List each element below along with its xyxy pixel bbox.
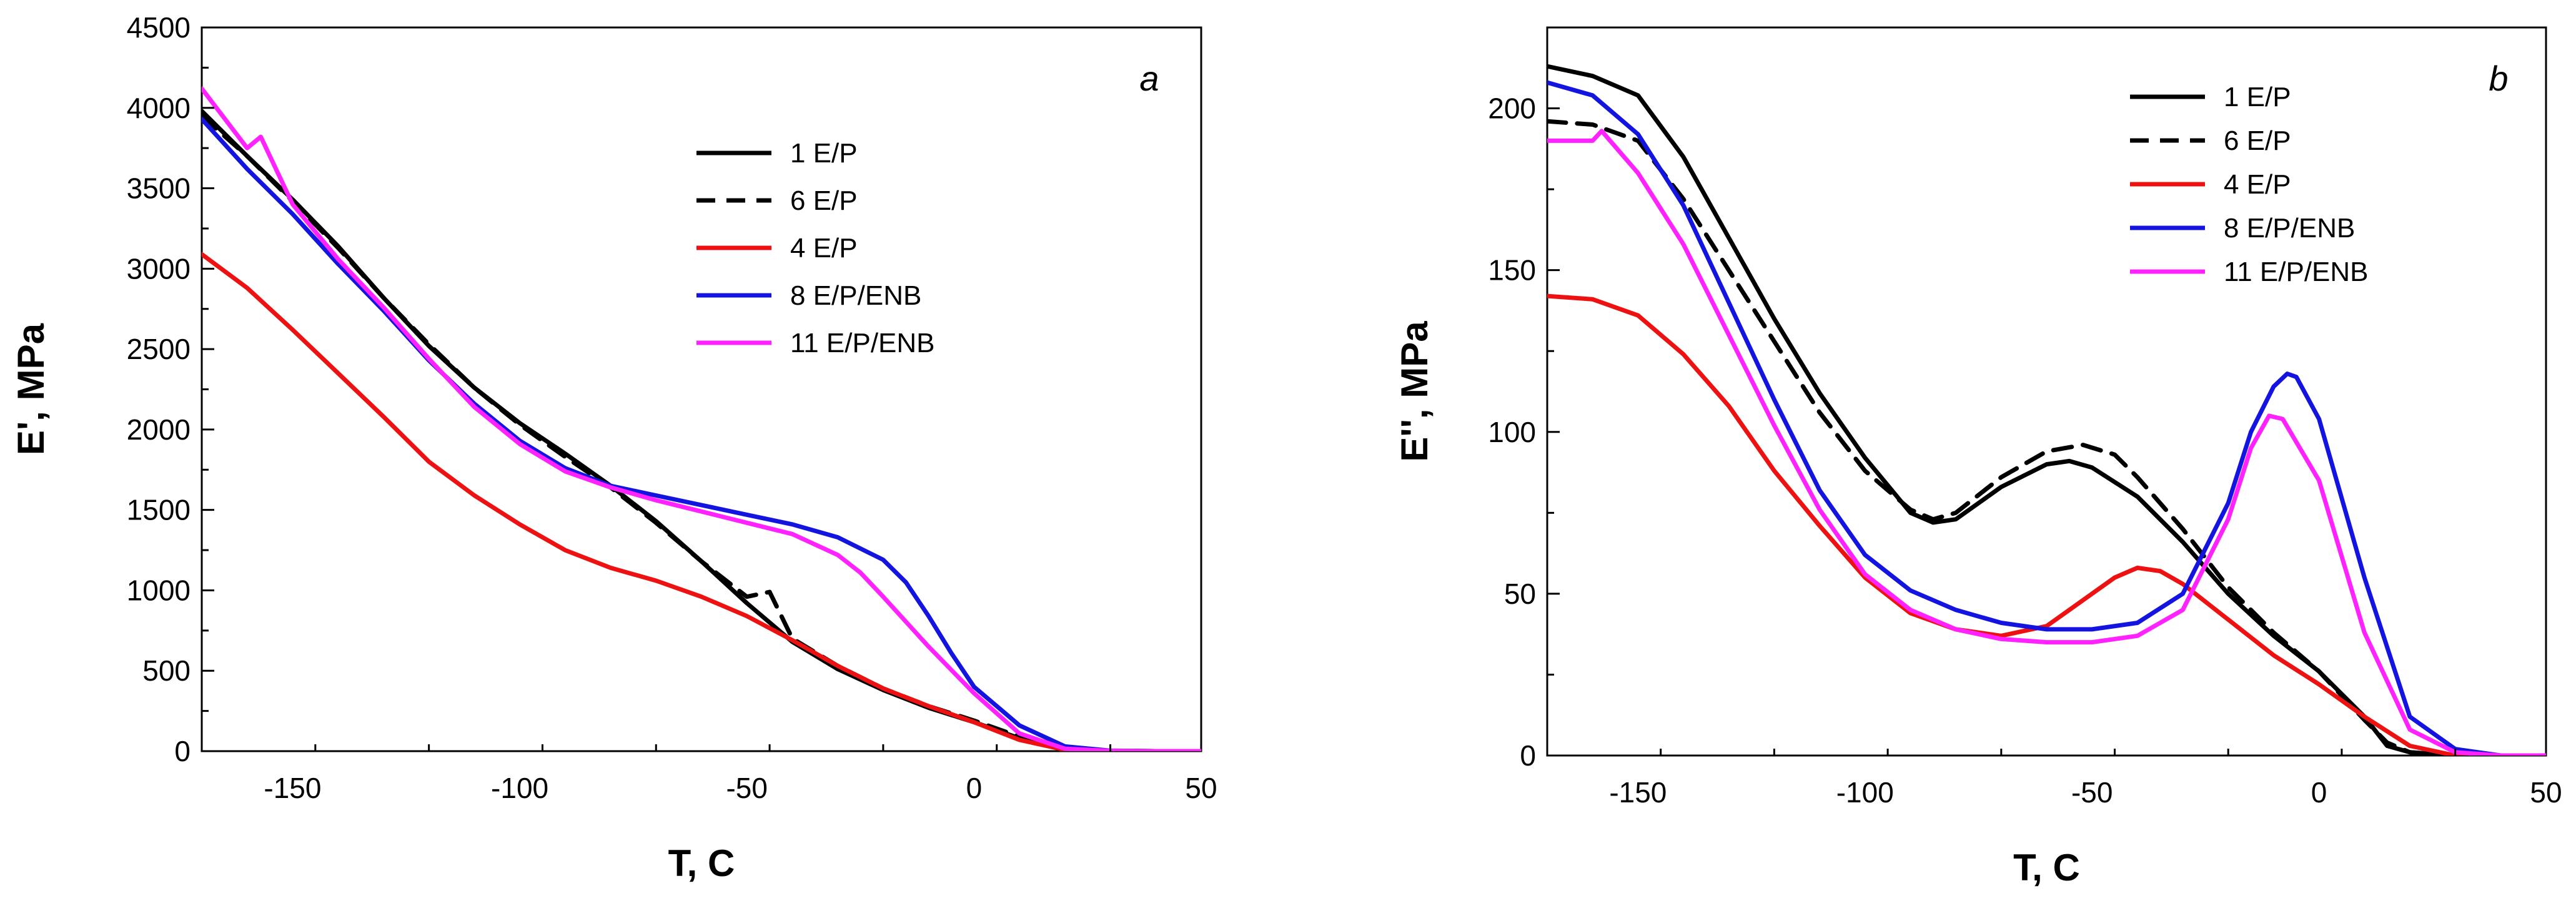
- panel-a-legend-label: 1 E/P: [790, 138, 858, 169]
- panel-a-x-tick-label: -100: [491, 772, 548, 804]
- panel-a-x-tick-label: -50: [726, 772, 767, 804]
- panel-b-y-axis-title: E'', MPa: [1394, 321, 1435, 462]
- panel-b-x-tick-label: 0: [2311, 776, 2327, 809]
- panel-a-x-tick-label: 50: [1185, 772, 1217, 804]
- panel-a-y-tick-label: 3000: [127, 252, 191, 285]
- panel-b-letter: b: [2489, 59, 2508, 98]
- panel-a-y-tick-label: 1500: [127, 494, 191, 526]
- panel-a-series-1-line: [202, 109, 1201, 751]
- panel-a-series-5-line: [202, 86, 1201, 751]
- panel-b-x-tick-label: -100: [1836, 776, 1894, 809]
- panel-a-legend-label: 4 E/P: [790, 233, 858, 263]
- panel-b-legend-label: 4 E/P: [2224, 169, 2291, 200]
- panel-b-y-tick-label: 0: [1520, 739, 1536, 772]
- panel-b-series-2-line: [1547, 119, 2546, 756]
- panel-a-series-4-line: [202, 117, 1201, 751]
- panel-b-frame: [1546, 26, 2547, 757]
- panel-b-x-axis-title: T, C: [2013, 847, 2080, 889]
- panel-a-series-2-line: [202, 114, 1201, 751]
- panel-b-series-1-line: [1547, 64, 2546, 756]
- panel-a-y-tick-label: 2000: [127, 413, 191, 446]
- panel-a-y-tick-label: 2500: [127, 333, 191, 365]
- panel-b-y-tick-label: 200: [1488, 92, 1536, 125]
- panel-a-y-tick-label: 4500: [127, 11, 191, 44]
- panel-b-legend-label: 6 E/P: [2224, 126, 2291, 156]
- panel-b-y-tick-label: 150: [1488, 254, 1536, 287]
- panel-a-series-3-line: [202, 252, 1201, 751]
- panel-b-legend-label: 11 E/P/ENB: [2224, 257, 2369, 287]
- panel-a-y-tick-label: 3500: [127, 172, 191, 205]
- panel-b-series-3-line: [1547, 293, 2546, 756]
- panel-b-y-tick-label: 50: [1504, 578, 1536, 610]
- panel-a-y-tick-label: 1000: [127, 574, 191, 606]
- panel-b-legend-label: 1 E/P: [2224, 82, 2291, 112]
- panel-b-legend-label: 8 E/P/ENB: [2224, 213, 2355, 244]
- panel-a-legend: 1 E/P 6 E/P 4 E/P 8 E/P/ENB 11 E/P/ENB: [696, 138, 935, 358]
- panel-a-x-axis-title: T, C: [668, 842, 735, 884]
- panel-a-y-tick-label: 4000: [127, 92, 191, 124]
- panel-b-x-tick-label: -150: [1609, 776, 1667, 809]
- panel-b-x-tick-label: 50: [2530, 776, 2562, 809]
- panel-a-y-tick-label: 0: [174, 735, 191, 767]
- panel-b-y-tick-label: 100: [1488, 416, 1536, 448]
- panel-b-series-group: [1547, 64, 2546, 756]
- panel-a-frame: [201, 26, 1202, 752]
- panel-a-legend-label: 11 E/P/ENB: [790, 328, 935, 358]
- panel-a: -150 -100 -50 0 5005001000150020002500300035…: [10, 11, 1217, 884]
- panel-a-series-group: [202, 86, 1201, 751]
- panel-b-series-4-line: [1547, 80, 2546, 756]
- panel-a-legend-label: 6 E/P: [790, 185, 858, 216]
- panel-b-x-tick-label: -50: [2071, 776, 2113, 809]
- panel-a-y-axis-title: E', MPa: [10, 323, 52, 455]
- panel-b: -150 -100 -50 0 50 0 50 100 150 200 T, C E'', MPa b 1…: [1394, 26, 2562, 889]
- panel-a-x-tick-label: -150: [264, 772, 321, 804]
- panel-b-legend: 1 E/P 6 E/P 4 E/P 8 E/P/ENB 11 E/P/ENB: [2130, 82, 2369, 287]
- panel-a-x-tick-label: 0: [966, 772, 983, 804]
- panel-a-legend-label: 8 E/P/ENB: [790, 280, 921, 311]
- panel-a-letter: a: [1139, 59, 1159, 98]
- panel-a-y-tick-label: 500: [142, 654, 191, 687]
- panel-b-series-5-line: [1547, 129, 2546, 756]
